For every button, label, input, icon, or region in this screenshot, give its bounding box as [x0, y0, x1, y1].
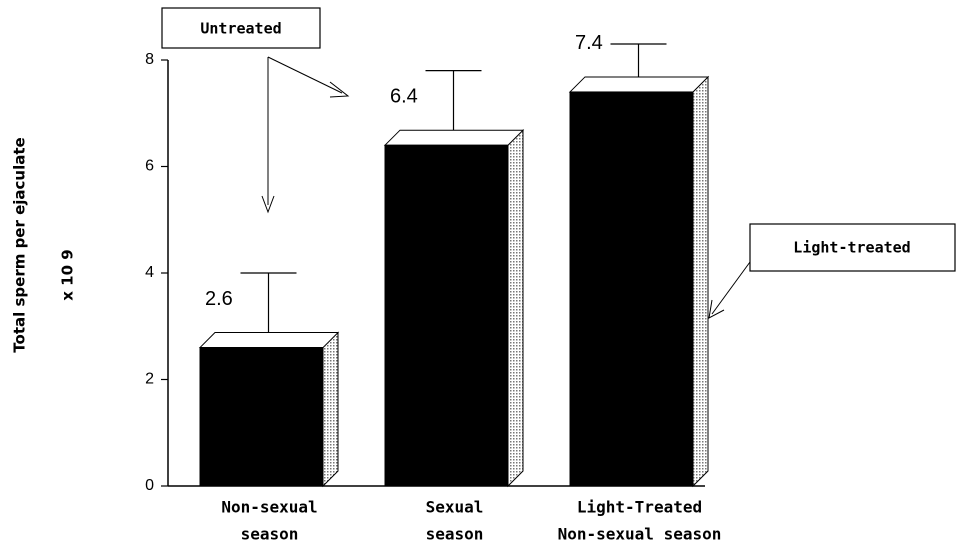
- annotation-box: [749, 223, 956, 272]
- annotation-arrowhead: [708, 299, 725, 319]
- y-axis-scale: x 10 9: [59, 249, 77, 300]
- x-tick-label: Light-Treated: [577, 498, 702, 517]
- y-tick-label: 0: [145, 477, 154, 494]
- annotation: Light-treated: [793, 239, 910, 257]
- x-tick-label: Non-sexual: [221, 498, 317, 517]
- bar: [569, 91, 694, 487]
- value-label: 2.6: [205, 288, 233, 310]
- bars: [198, 43, 710, 488]
- annotation-arrowhead: [261, 195, 275, 214]
- annotation-arrowhead: [329, 81, 350, 98]
- x-tick-label: season: [241, 525, 299, 544]
- y-tick-label: 4: [145, 264, 154, 281]
- annotation-arrow: [267, 56, 343, 94]
- y-axis-title: Total sperm per ejaculate: [11, 137, 29, 352]
- x-tick-label: season: [426, 525, 484, 544]
- x-tick-label: Sexual: [426, 498, 484, 517]
- y-tick-label: 6: [145, 158, 154, 175]
- bar: [384, 144, 509, 487]
- bar-top: [383, 129, 525, 146]
- bar-top: [198, 332, 340, 349]
- value-label: 6.4: [390, 85, 418, 107]
- bar-top: [568, 76, 710, 93]
- annotation: Untreated: [200, 20, 281, 38]
- bar-side: [322, 331, 339, 488]
- x-tick-label: Non-sexual season: [558, 525, 722, 544]
- y-tick-label: 8: [145, 51, 154, 68]
- bar-side: [507, 128, 524, 488]
- value-label: 7.4: [575, 32, 603, 54]
- annotation-arrow: [711, 261, 751, 315]
- bar-side: [692, 75, 709, 488]
- y-tick-label: 2: [145, 371, 154, 388]
- bar: [199, 347, 324, 487]
- annotation-box: [161, 7, 321, 49]
